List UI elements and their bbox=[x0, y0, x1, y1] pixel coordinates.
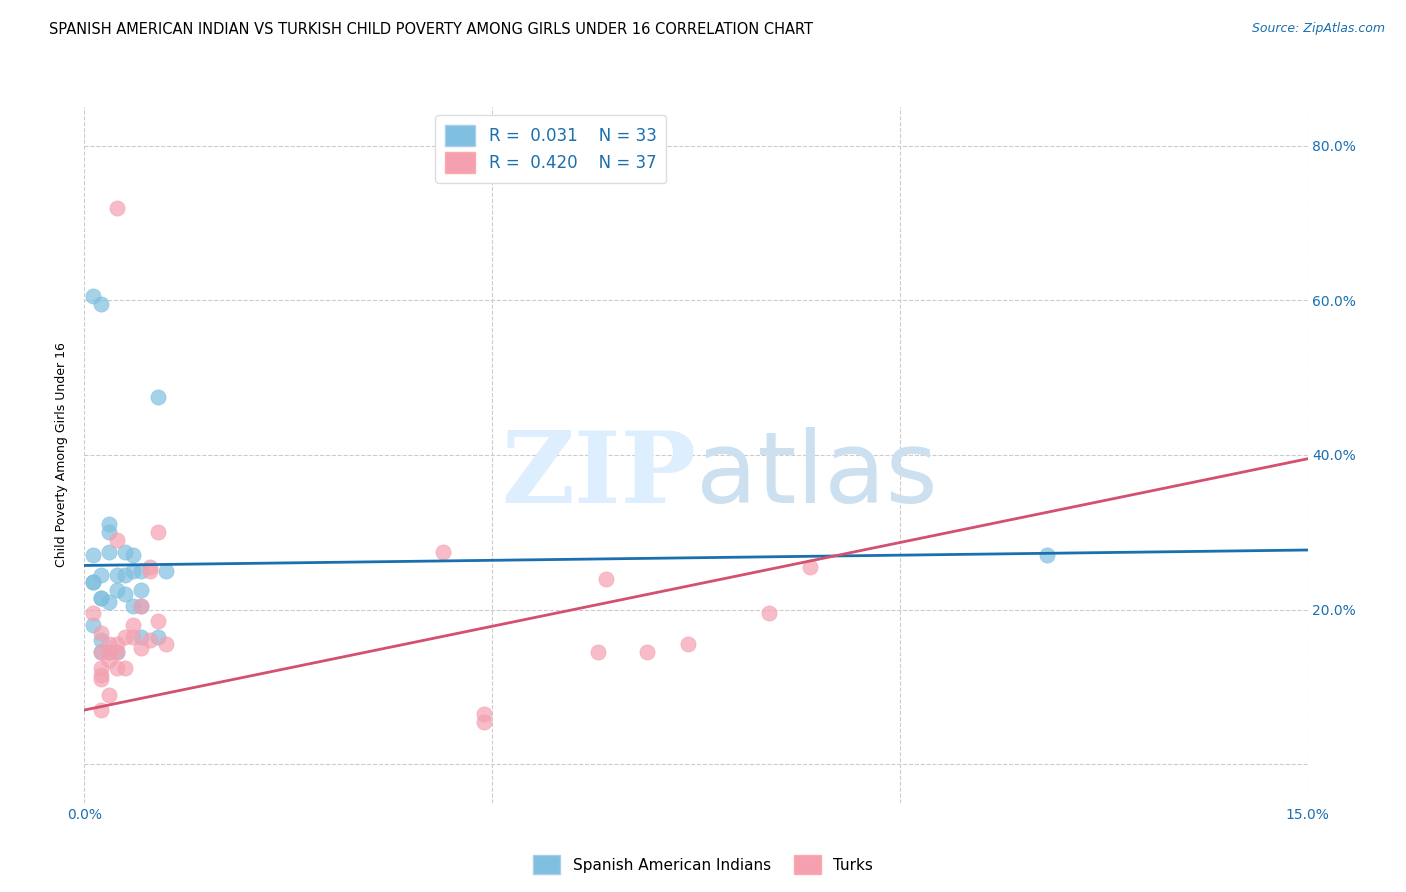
Point bbox=[799, 560, 821, 574]
Point bbox=[122, 630, 145, 644]
Point bbox=[105, 533, 128, 547]
Point bbox=[90, 645, 112, 659]
Point bbox=[105, 583, 128, 598]
Point bbox=[138, 564, 160, 578]
Point bbox=[105, 201, 128, 215]
Point bbox=[82, 575, 104, 590]
Point bbox=[105, 645, 128, 659]
Point bbox=[636, 645, 658, 659]
Point bbox=[90, 668, 112, 682]
Point bbox=[138, 633, 160, 648]
Point bbox=[122, 599, 145, 613]
Point bbox=[155, 637, 177, 651]
Point bbox=[472, 714, 495, 729]
Point bbox=[105, 567, 128, 582]
Point bbox=[90, 591, 112, 605]
Point bbox=[97, 544, 120, 558]
Text: SPANISH AMERICAN INDIAN VS TURKISH CHILD POVERTY AMONG GIRLS UNDER 16 CORRELATIO: SPANISH AMERICAN INDIAN VS TURKISH CHILD… bbox=[49, 22, 813, 37]
Text: ZIP: ZIP bbox=[501, 427, 696, 524]
Point bbox=[114, 587, 136, 601]
Point bbox=[82, 618, 104, 632]
Point bbox=[97, 637, 120, 651]
Point bbox=[138, 560, 160, 574]
Point bbox=[82, 607, 104, 621]
Point bbox=[90, 567, 112, 582]
Point bbox=[90, 645, 112, 659]
Point bbox=[90, 672, 112, 686]
Point bbox=[97, 653, 120, 667]
Legend: R =  0.031    N = 33, R =  0.420    N = 37: R = 0.031 N = 33, R = 0.420 N = 37 bbox=[436, 115, 666, 183]
Point bbox=[105, 637, 128, 651]
Point bbox=[82, 575, 104, 590]
Point bbox=[90, 703, 112, 717]
Point bbox=[155, 564, 177, 578]
Point bbox=[1035, 549, 1057, 563]
Text: atlas: atlas bbox=[696, 427, 938, 524]
Point bbox=[432, 544, 454, 558]
Point bbox=[90, 297, 112, 311]
Point bbox=[105, 645, 128, 659]
Point bbox=[146, 614, 169, 628]
Point bbox=[114, 660, 136, 674]
Y-axis label: Child Poverty Among Girls Under 16: Child Poverty Among Girls Under 16 bbox=[55, 343, 69, 567]
Point bbox=[105, 660, 128, 674]
Point bbox=[90, 625, 112, 640]
Point bbox=[90, 591, 112, 605]
Point bbox=[131, 599, 153, 613]
Point bbox=[472, 706, 495, 721]
Point bbox=[146, 525, 169, 540]
Point bbox=[97, 525, 120, 540]
Point bbox=[97, 517, 120, 532]
Point bbox=[114, 630, 136, 644]
Point bbox=[131, 564, 153, 578]
Point bbox=[122, 564, 145, 578]
Point bbox=[146, 390, 169, 404]
Point bbox=[676, 637, 699, 651]
Text: Source: ZipAtlas.com: Source: ZipAtlas.com bbox=[1251, 22, 1385, 36]
Point bbox=[586, 645, 609, 659]
Point bbox=[114, 567, 136, 582]
Point bbox=[131, 599, 153, 613]
Point bbox=[82, 549, 104, 563]
Point bbox=[122, 549, 145, 563]
Point bbox=[82, 289, 104, 303]
Legend: Spanish American Indians, Turks: Spanish American Indians, Turks bbox=[527, 849, 879, 880]
Point bbox=[131, 630, 153, 644]
Point bbox=[90, 660, 112, 674]
Point bbox=[97, 645, 120, 659]
Point bbox=[114, 544, 136, 558]
Point bbox=[97, 645, 120, 659]
Point bbox=[131, 583, 153, 598]
Point bbox=[595, 572, 617, 586]
Point bbox=[90, 633, 112, 648]
Point bbox=[758, 607, 780, 621]
Point bbox=[131, 641, 153, 656]
Point bbox=[122, 618, 145, 632]
Point bbox=[97, 595, 120, 609]
Point bbox=[97, 688, 120, 702]
Point bbox=[146, 630, 169, 644]
